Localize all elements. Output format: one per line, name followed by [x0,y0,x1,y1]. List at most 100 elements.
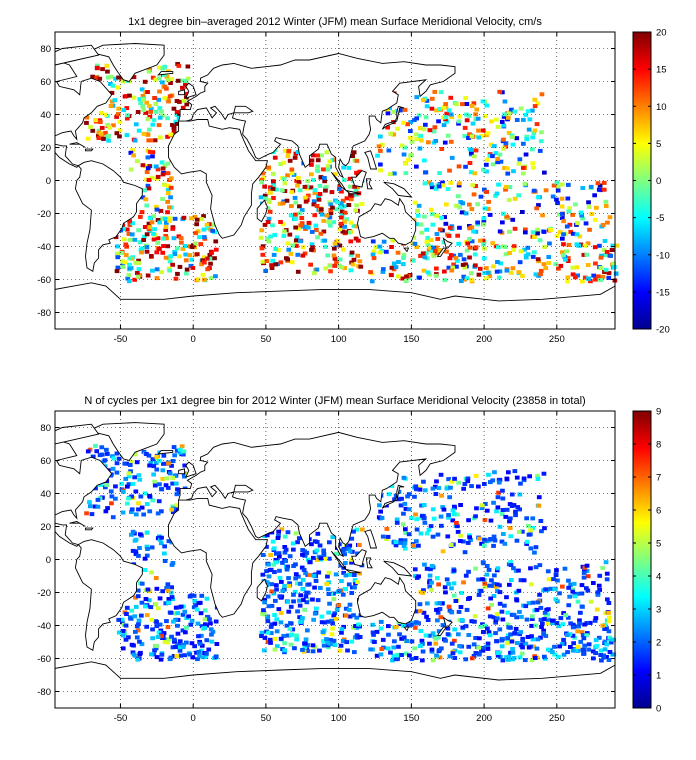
bin-cell [551,577,556,582]
bin-cell [423,170,429,175]
bin-cell [148,106,154,111]
bin-cell [570,648,576,653]
bin-cell [520,638,525,643]
bin-cell [144,232,150,237]
bin-cell [456,480,461,485]
bin-cell [492,538,498,543]
bin-cell [437,601,442,606]
bin-cell [440,623,446,628]
bin-cell [441,183,446,188]
bin-cell [153,576,159,580]
bin-cell [497,89,503,94]
bin-cell [565,196,571,201]
bin-cell [184,625,189,630]
bin-cell [396,644,401,649]
bin-cell [209,639,215,644]
bin-cell [126,273,132,277]
bin-cell [477,636,482,641]
bin-cell [495,260,500,264]
bin-cell [127,93,132,98]
bin-cell [328,211,334,216]
colorbar-tick-label-2: 10 [656,102,667,113]
bin-cell [504,476,510,481]
bin-cell [163,637,168,642]
bin-cell [490,154,495,159]
bin-cell [401,511,406,516]
bin-cell [437,171,442,176]
bin-cell [570,589,576,594]
bin-cell [494,509,499,514]
bin-cell [484,103,490,108]
bin-cell [328,202,333,207]
bin-cell [174,122,180,126]
bin-cell [204,222,210,227]
bin-cell [395,126,400,131]
bin-cell [493,584,499,589]
bin-cell [169,507,174,512]
bin-cell [294,178,299,183]
bin-cell [472,171,478,176]
bin-cell [89,512,95,517]
bin-cell [565,615,571,620]
bin-cell [167,471,173,476]
bin-cell [330,158,336,163]
bin-cell [559,642,565,647]
bin-cell [459,210,465,215]
bin-cell [517,260,523,265]
bin-cell [557,644,562,649]
bin-cell [340,592,346,597]
bin-cell [564,249,569,254]
bin-cell [101,136,106,141]
bin-cell [434,213,439,218]
bin-cell [499,512,505,517]
bin-cell [177,254,182,259]
bin-cell [155,167,161,172]
bin-cell [386,492,392,497]
bin-cell [481,242,486,247]
bin-cell [539,529,544,534]
bin-cell [436,486,442,490]
bin-cell [306,225,311,230]
bin-cell [116,630,122,635]
bin-cell [154,207,160,212]
y-tick-label-5: -20 [37,209,51,220]
bin-cell [565,259,571,263]
bin-cell [592,193,597,198]
bin-cell [439,215,444,220]
bin-cell [484,564,490,568]
bin-cell [166,637,172,642]
bin-cell [417,275,422,280]
bin-cell [259,246,265,251]
bin-cell [472,154,477,159]
bin-cell [524,541,529,546]
bin-cell [491,583,496,588]
bin-cell [423,115,429,120]
bin-cell [518,630,524,635]
bin-cell [513,590,519,595]
bin-cell [446,513,451,517]
bin-cell [391,132,397,137]
bin-cell [262,534,268,539]
bin-cell [323,266,329,271]
bin-cell [393,265,399,270]
bin-cell [303,594,309,599]
bin-cell [151,231,156,236]
bin-cell [160,66,166,71]
bin-cell [329,190,335,195]
bin-cell [298,239,303,244]
bin-cell [520,210,525,214]
bin-cell [520,273,525,278]
bin-cell [587,227,592,232]
bin-cell [99,111,104,115]
bin-cell [119,617,125,622]
bin-cell [321,548,326,553]
cycles-colorbar [632,410,652,709]
bin-cell [158,135,163,140]
bin-cell [169,77,174,82]
bin-cell [403,161,408,166]
bin-cell [370,630,376,635]
bin-cell [532,656,538,660]
bin-cell [142,234,147,239]
bin-cell [429,182,434,187]
bin-cell [551,183,557,188]
